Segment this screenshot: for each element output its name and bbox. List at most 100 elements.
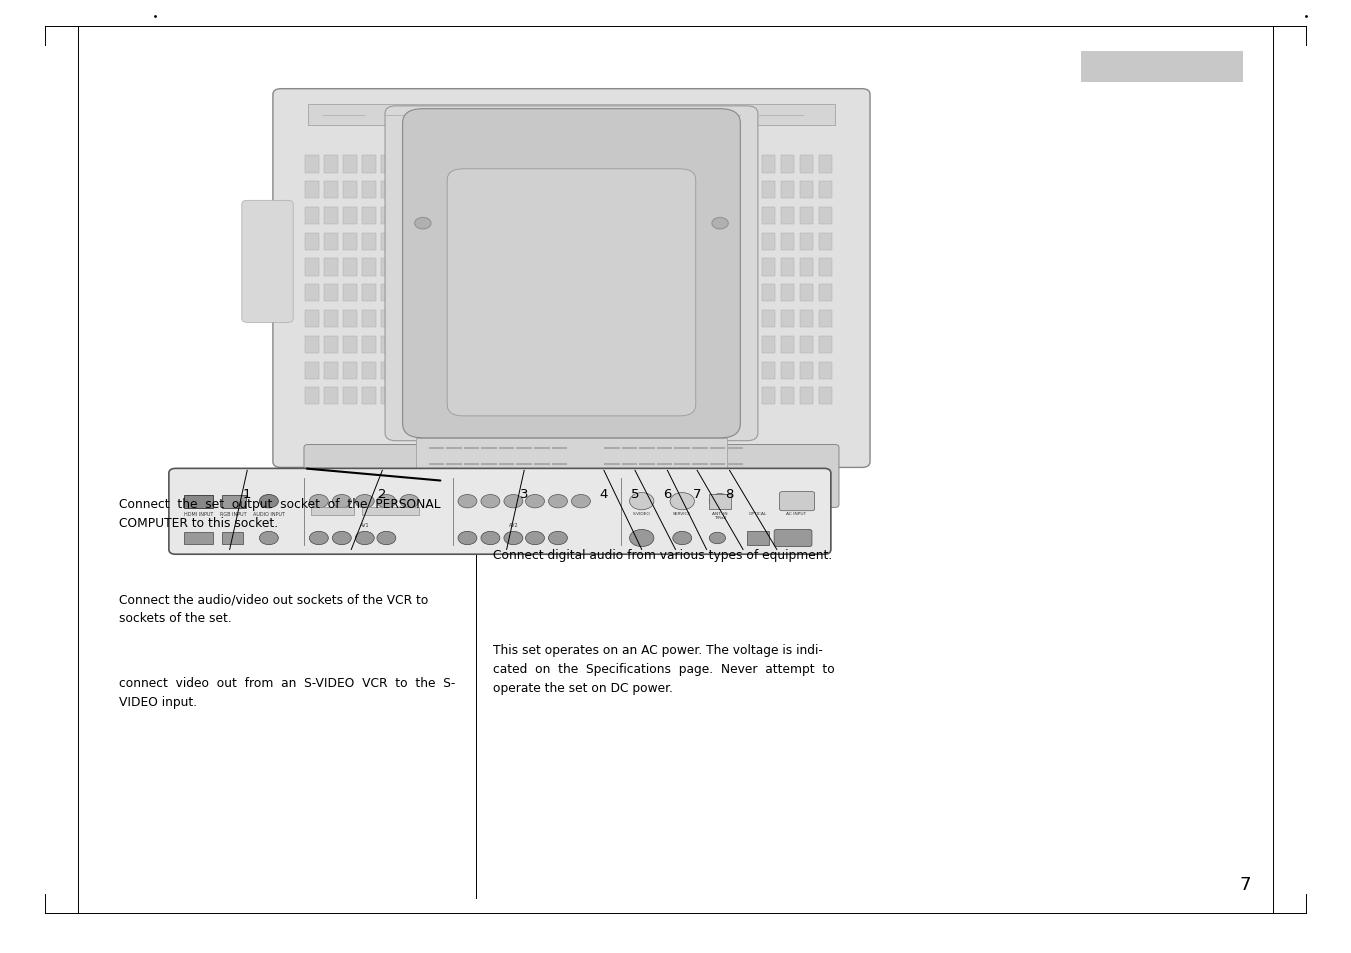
Bar bbox=[762, 259, 775, 276]
Bar bbox=[305, 388, 319, 405]
Bar bbox=[819, 259, 832, 276]
Bar bbox=[324, 259, 338, 276]
Circle shape bbox=[377, 532, 396, 545]
Bar bbox=[324, 388, 338, 405]
FancyBboxPatch shape bbox=[273, 90, 870, 468]
Circle shape bbox=[355, 532, 374, 545]
Bar bbox=[800, 156, 813, 173]
Bar bbox=[781, 233, 794, 251]
Bar bbox=[819, 182, 832, 199]
Text: AUDIO INPUT: AUDIO INPUT bbox=[253, 511, 285, 517]
Bar bbox=[781, 208, 794, 225]
Bar bbox=[222, 533, 243, 544]
Circle shape bbox=[571, 495, 590, 508]
Text: connect  video  out  from  an  S-VIDEO  VCR  to  the  S-
VIDEO input.: connect video out from an S-VIDEO VCR to… bbox=[119, 677, 455, 709]
Bar bbox=[362, 388, 376, 405]
Bar bbox=[305, 362, 319, 379]
Bar bbox=[362, 285, 376, 302]
Bar bbox=[362, 362, 376, 379]
Bar bbox=[743, 362, 757, 379]
Bar bbox=[343, 156, 357, 173]
Bar bbox=[184, 495, 213, 508]
Bar bbox=[343, 336, 357, 354]
FancyBboxPatch shape bbox=[447, 170, 696, 416]
Bar bbox=[819, 208, 832, 225]
Bar bbox=[416, 438, 727, 472]
Text: S-VIDEO: S-VIDEO bbox=[632, 511, 651, 516]
Bar bbox=[781, 156, 794, 173]
Bar bbox=[324, 336, 338, 354]
Circle shape bbox=[504, 532, 523, 545]
FancyBboxPatch shape bbox=[169, 469, 831, 555]
Bar bbox=[800, 388, 813, 405]
Circle shape bbox=[630, 493, 654, 510]
Text: AC INPUT: AC INPUT bbox=[786, 511, 805, 516]
Bar bbox=[343, 259, 357, 276]
Text: OPTICAL: OPTICAL bbox=[748, 511, 767, 516]
Bar bbox=[381, 336, 394, 354]
Bar bbox=[362, 259, 376, 276]
Text: RGB INPUT: RGB INPUT bbox=[220, 511, 247, 517]
Circle shape bbox=[630, 530, 654, 547]
Bar bbox=[743, 336, 757, 354]
Bar bbox=[800, 233, 813, 251]
Circle shape bbox=[332, 495, 351, 508]
Bar bbox=[381, 208, 394, 225]
Bar bbox=[781, 388, 794, 405]
Bar bbox=[819, 156, 832, 173]
Bar bbox=[78, 27, 1273, 913]
Bar bbox=[311, 507, 354, 516]
Circle shape bbox=[712, 218, 728, 230]
Bar bbox=[343, 182, 357, 199]
Bar bbox=[762, 182, 775, 199]
Bar bbox=[819, 285, 832, 302]
Text: HDMI INPUT: HDMI INPUT bbox=[184, 511, 213, 517]
Bar bbox=[381, 388, 394, 405]
Bar bbox=[381, 233, 394, 251]
Bar bbox=[362, 156, 376, 173]
Text: 3: 3 bbox=[520, 488, 528, 501]
Bar bbox=[305, 182, 319, 199]
Bar bbox=[324, 182, 338, 199]
Text: ANT. IN
T/Ra2: ANT. IN T/Ra2 bbox=[712, 511, 728, 519]
Circle shape bbox=[549, 532, 567, 545]
Bar bbox=[781, 336, 794, 354]
Bar bbox=[362, 182, 376, 199]
Circle shape bbox=[377, 495, 396, 508]
Circle shape bbox=[526, 532, 544, 545]
Text: 8: 8 bbox=[725, 488, 734, 501]
Bar bbox=[819, 362, 832, 379]
Text: SERVICE: SERVICE bbox=[673, 511, 692, 516]
FancyBboxPatch shape bbox=[723, 445, 839, 508]
Bar bbox=[343, 233, 357, 251]
Bar bbox=[762, 156, 775, 173]
FancyBboxPatch shape bbox=[304, 445, 420, 508]
Bar bbox=[743, 311, 757, 328]
Bar bbox=[222, 495, 246, 508]
Circle shape bbox=[673, 532, 692, 545]
Bar bbox=[305, 208, 319, 225]
Bar bbox=[800, 285, 813, 302]
Bar bbox=[362, 208, 376, 225]
Circle shape bbox=[549, 495, 567, 508]
Bar bbox=[762, 388, 775, 405]
Bar bbox=[781, 259, 794, 276]
Bar bbox=[305, 233, 319, 251]
Bar bbox=[305, 259, 319, 276]
Circle shape bbox=[415, 218, 431, 230]
Bar bbox=[781, 285, 794, 302]
Text: AV1: AV1 bbox=[359, 522, 370, 528]
Text: 7: 7 bbox=[693, 488, 701, 501]
Bar bbox=[743, 285, 757, 302]
Bar bbox=[381, 259, 394, 276]
Circle shape bbox=[332, 532, 351, 545]
Bar bbox=[343, 285, 357, 302]
Text: Connect  the  set  output  socket  of  the  PERSONAL
COMPUTER to this socket.: Connect the set output socket of the PER… bbox=[119, 497, 440, 530]
Bar bbox=[762, 311, 775, 328]
Circle shape bbox=[709, 533, 725, 544]
Bar bbox=[305, 336, 319, 354]
Bar bbox=[381, 182, 394, 199]
Bar bbox=[184, 533, 213, 544]
Circle shape bbox=[458, 532, 477, 545]
Text: 7: 7 bbox=[1240, 876, 1251, 893]
